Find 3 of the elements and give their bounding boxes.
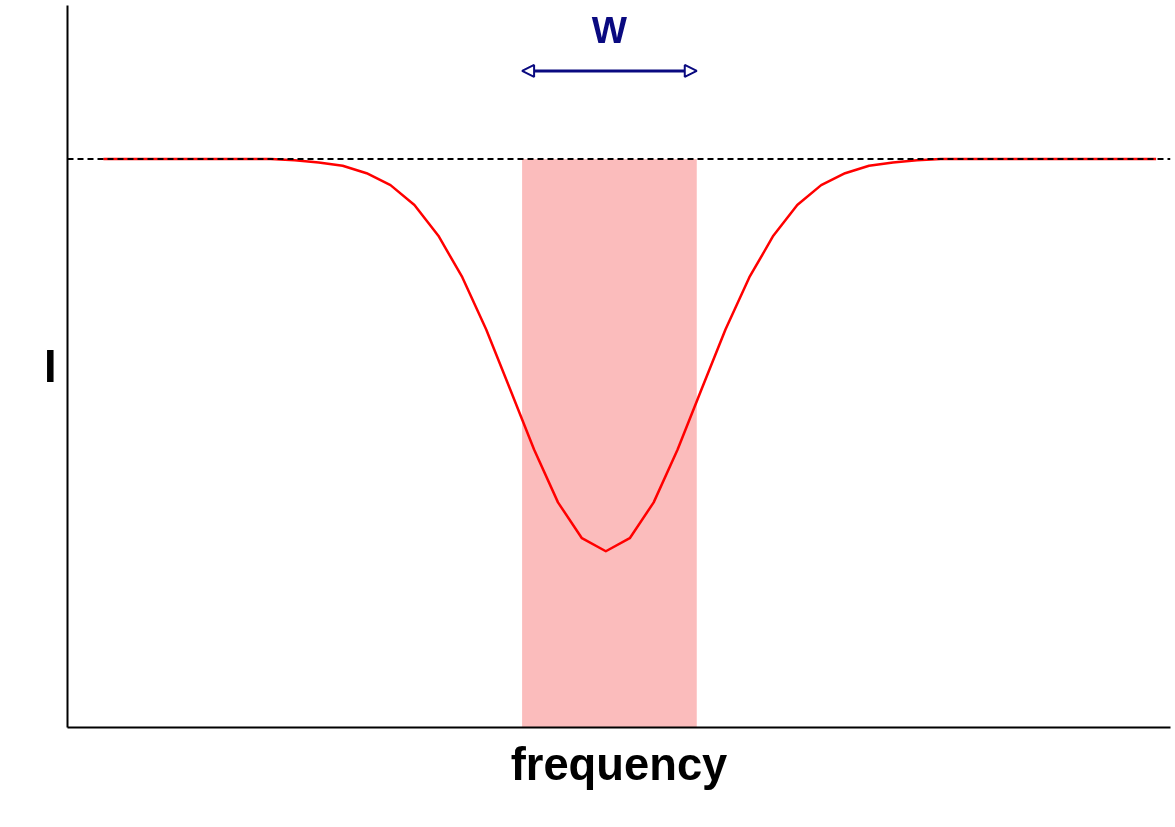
x-axis-title: frequency: [510, 738, 728, 790]
y-axis-title: I: [43, 341, 57, 392]
text: W: [591, 8, 628, 51]
